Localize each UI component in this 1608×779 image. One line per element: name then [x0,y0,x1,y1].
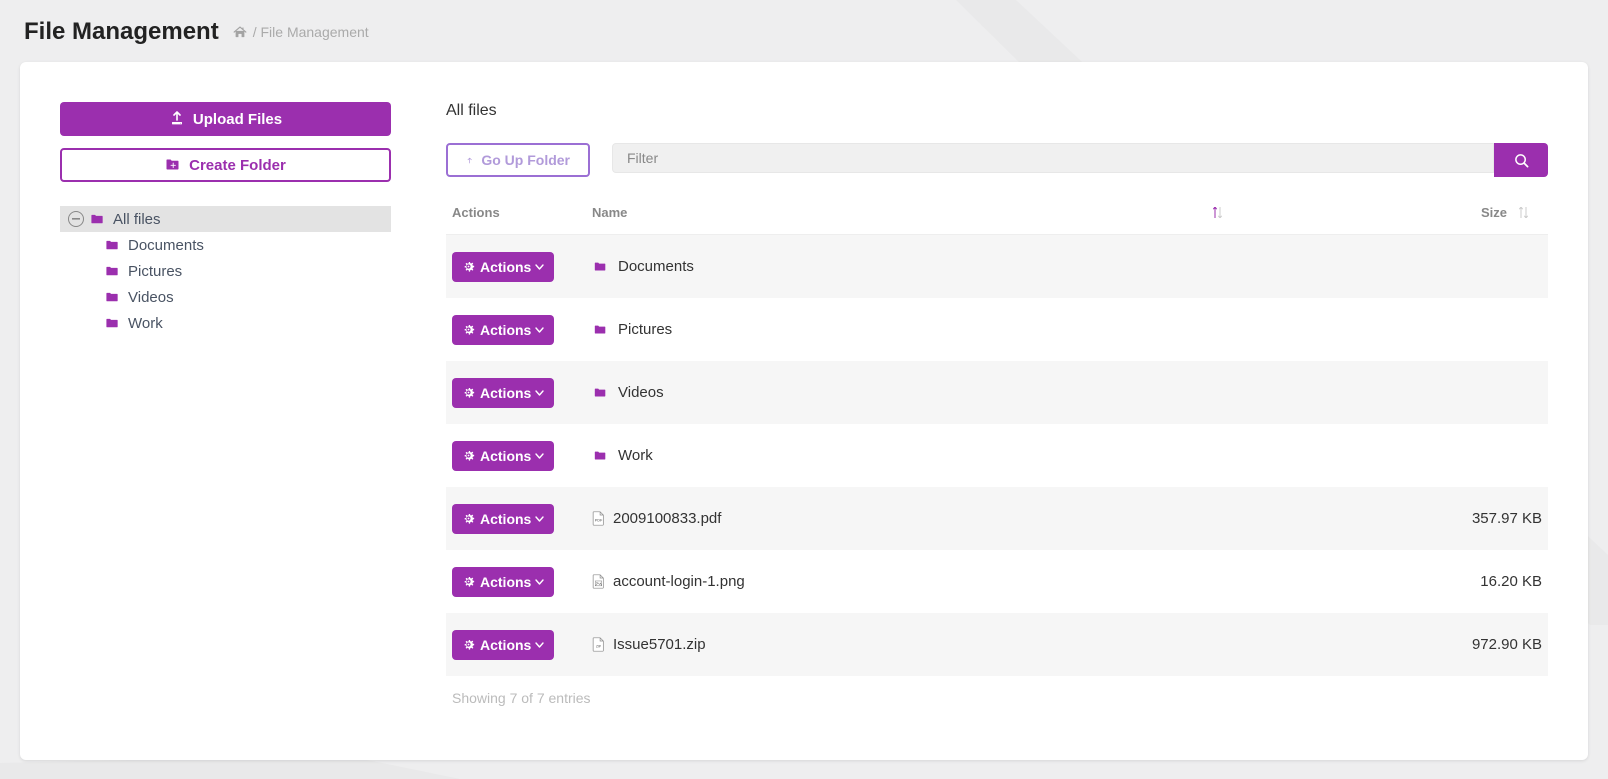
svg-text:ZIP: ZIP [596,645,602,649]
svg-text:PDF: PDF [595,519,603,523]
